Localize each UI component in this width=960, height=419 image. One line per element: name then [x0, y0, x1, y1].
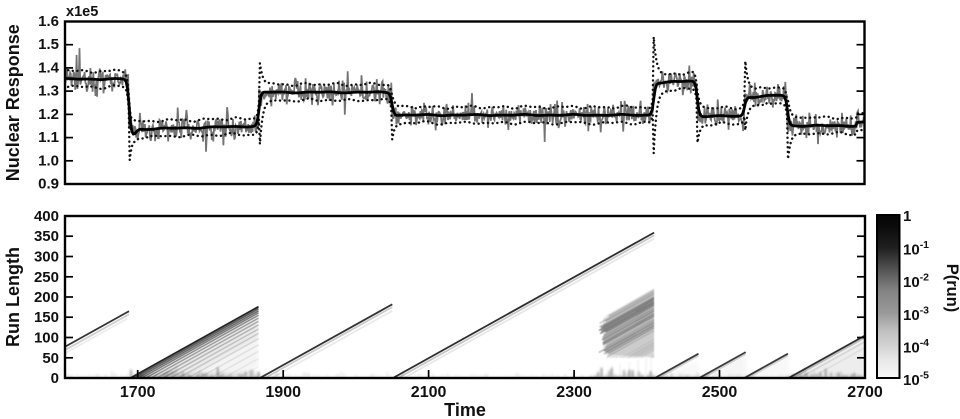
svg-text:300: 300: [34, 249, 59, 266]
svg-text:1.0: 1.0: [38, 152, 59, 169]
svg-text:150: 150: [34, 309, 59, 326]
svg-text:2500: 2500: [702, 384, 738, 401]
svg-text:0.9: 0.9: [38, 176, 59, 193]
svg-text:1700: 1700: [120, 384, 156, 401]
svg-text:2700: 2700: [847, 384, 883, 401]
svg-text:50: 50: [42, 350, 59, 367]
svg-text:x1e5: x1e5: [66, 4, 98, 20]
svg-text:400: 400: [34, 208, 59, 225]
svg-text:P(run): P(run): [943, 264, 960, 313]
svg-text:200: 200: [34, 289, 59, 306]
svg-text:Nuclear Response: Nuclear Response: [3, 24, 23, 181]
svg-text:2300: 2300: [556, 384, 592, 401]
svg-text:250: 250: [34, 269, 59, 286]
svg-text:0: 0: [51, 370, 59, 387]
svg-text:2100: 2100: [411, 384, 447, 401]
svg-text:Time: Time: [444, 400, 486, 419]
svg-text:Run Length: Run Length: [3, 247, 23, 347]
svg-text:350: 350: [34, 228, 59, 245]
svg-text:1.1: 1.1: [38, 129, 59, 146]
svg-text:1.4: 1.4: [38, 59, 60, 76]
svg-text:1900: 1900: [265, 384, 301, 401]
svg-text:1.3: 1.3: [38, 83, 59, 100]
svg-text:1.6: 1.6: [38, 13, 59, 30]
svg-text:1.5: 1.5: [38, 36, 59, 53]
svg-text:1: 1: [903, 208, 911, 225]
svg-text:1.2: 1.2: [38, 106, 59, 123]
svg-text:100: 100: [34, 330, 59, 347]
